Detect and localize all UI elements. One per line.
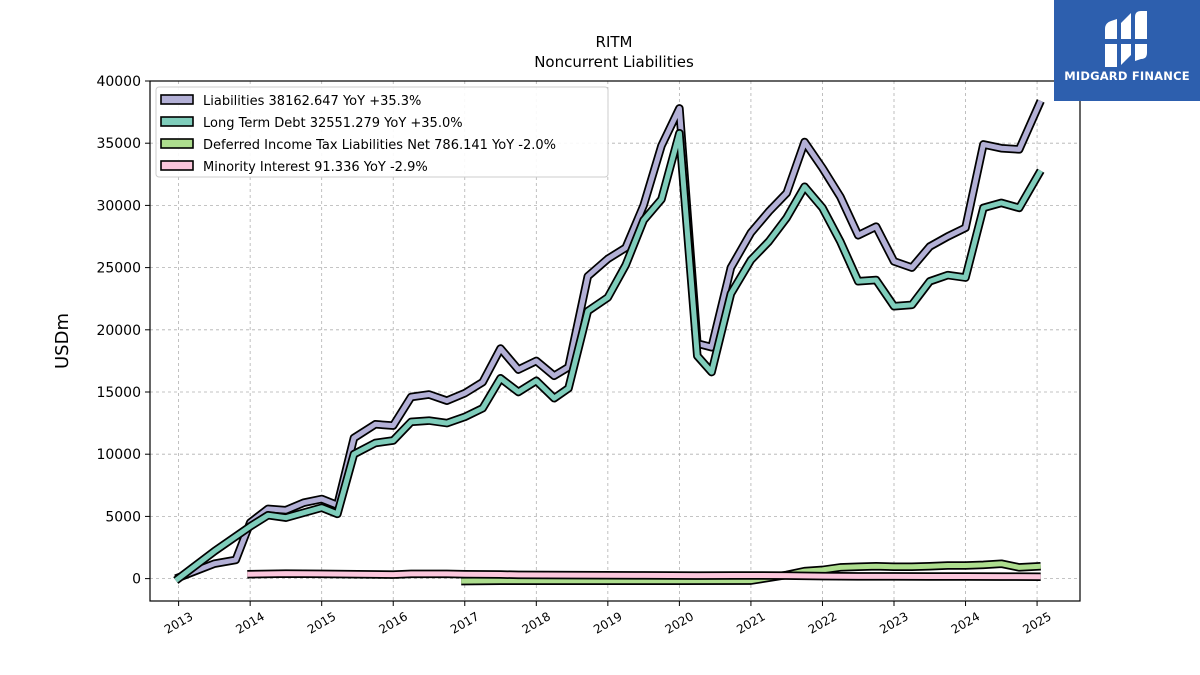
x-tick-label: 2017 <box>448 609 481 636</box>
series-1 <box>173 128 1045 584</box>
y-axis: 0 5000 10000 15000 20000 25000 30000 35000 40000 <box>96 74 150 588</box>
plot-frame <box>149 80 1081 602</box>
x-tick-label: 2025 <box>1020 609 1053 636</box>
x-tick-label: 2014 <box>233 609 266 636</box>
series-line <box>247 571 1041 580</box>
x-tick-label: 2022 <box>806 609 839 636</box>
x-tick-label: 2013 <box>162 609 195 636</box>
y-tick-label: 5000 <box>105 509 141 525</box>
brand-logo: MIDGARD FINANCE <box>1054 0 1200 101</box>
x-tick-label: 2015 <box>305 609 338 636</box>
x-tick-label: 2023 <box>877 609 910 636</box>
series-0 <box>174 99 1045 583</box>
y-tick-label: 10000 <box>96 447 141 463</box>
legend-entry: Long Term Debt 32551.279 YoY +35.0% <box>203 116 463 131</box>
legend-entry: Deferred Income Tax Liabilities Net 786.… <box>203 138 556 153</box>
y-tick-label: 20000 <box>96 323 141 339</box>
legend-swatch <box>160 138 194 149</box>
legend-box <box>155 86 609 178</box>
chart-title: RITM <box>596 33 633 51</box>
x-tick-label: 2019 <box>591 609 624 636</box>
legend-entry: Liabilities 38162.647 YoY +35.3% <box>203 94 421 109</box>
x-tick-label: 2024 <box>949 609 982 636</box>
y-tick-label: 15000 <box>96 385 141 401</box>
y-axis-label: USDm <box>52 313 73 369</box>
legend-swatch <box>160 116 194 127</box>
series-line <box>174 99 1043 581</box>
chart-subtitle: Noncurrent Liabilities <box>534 53 694 71</box>
legend-swatch <box>160 94 194 105</box>
y-tick-label: 35000 <box>96 136 141 152</box>
x-tick-label: 2020 <box>663 609 696 636</box>
legend-swatch <box>160 160 194 171</box>
x-axis: 2013 2014 2015 2016 2017 2018 2019 2020 2021 2022… <box>162 601 1054 637</box>
series-3 <box>247 569 1041 581</box>
brand-mark-icon <box>1103 11 1151 67</box>
x-tick-label: 2021 <box>734 609 767 636</box>
brand-name: MIDGARD FINANCE <box>1064 69 1190 83</box>
series-layer <box>173 99 1045 586</box>
series-line <box>174 130 1043 583</box>
series-2 <box>461 559 1041 586</box>
x-tick-label: 2016 <box>377 609 410 636</box>
y-tick-label: 30000 <box>96 198 141 214</box>
legend-entry: Minority Interest 91.336 YoY -2.9% <box>203 160 428 175</box>
series-line <box>461 561 1041 584</box>
legend: Liabilities 38162.647 YoY +35.3% Long Ter… <box>155 86 609 178</box>
y-tick-label: 40000 <box>96 74 141 90</box>
y-tick-label: 0 <box>132 572 141 588</box>
x-tick-label: 2018 <box>520 609 553 636</box>
y-tick-label: 25000 <box>96 261 141 277</box>
